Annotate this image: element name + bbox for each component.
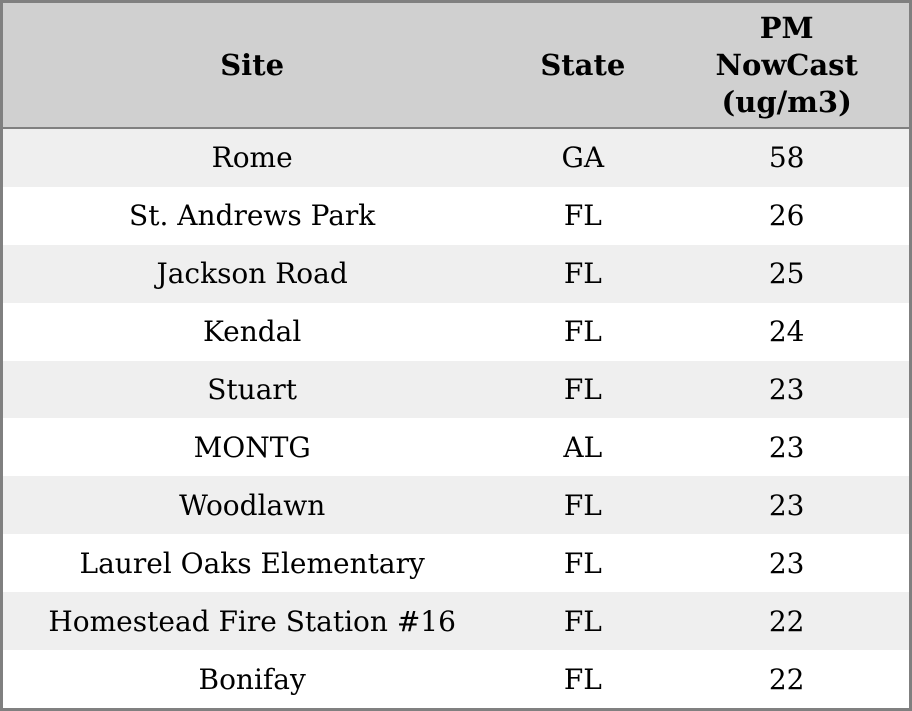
cell-state: AL (563, 430, 603, 464)
cell-pm: 23 (768, 546, 805, 580)
cell-state: FL (563, 373, 602, 407)
cell-pm: 24 (768, 315, 805, 349)
cell-site: St. Andrews Park (129, 199, 376, 233)
cell-state: FL (563, 199, 602, 233)
cell-site: Jackson Road (156, 257, 348, 291)
cell-site: Bonifay (198, 662, 306, 696)
cell-pm: 23 (768, 373, 805, 407)
table-row: Laurel Oaks Elementary FL 23 (3, 534, 909, 593)
column-header-pm-nowcast: PM NowCast (ug/m3) (664, 3, 909, 129)
column-header-pm-nowcast-label: PM NowCast (ug/m3) (715, 10, 858, 119)
cell-site: Laurel Oaks Elementary (79, 546, 425, 580)
column-header-state: State (501, 3, 665, 129)
table-row: Kendal FL 24 (3, 302, 909, 361)
table-row: Jackson Road FL 25 (3, 244, 909, 303)
cell-site: MONTG (193, 430, 311, 464)
cell-site: Stuart (207, 373, 298, 407)
cell-pm: 23 (768, 488, 805, 522)
cell-pm: 58 (768, 141, 805, 175)
pm-nowcast-table: Site State PM NowCast (ug/m3) Rome GA 58 St… (3, 3, 909, 708)
cell-state: FL (563, 257, 602, 291)
cell-state: FL (563, 315, 602, 349)
table-row: Woodlawn FL 23 (3, 476, 909, 535)
cell-state: FL (563, 662, 602, 696)
table-body: Rome GA 58 St. Andrews Park FL 26 Jackson Road… (3, 128, 909, 708)
cell-pm: 22 (768, 662, 805, 696)
table-row: Bonifay FL 22 (3, 650, 909, 708)
table-row: St. Andrews Park FL 26 (3, 186, 909, 245)
cell-state: FL (563, 488, 602, 522)
cell-pm: 22 (768, 604, 805, 638)
table-header-row: Site State PM NowCast (ug/m3) (3, 3, 909, 129)
column-header-site: Site (3, 3, 502, 129)
cell-state: FL (563, 604, 602, 638)
cell-pm: 25 (768, 257, 805, 291)
table-row: Stuart FL 23 (3, 360, 909, 419)
cell-site: Woodlawn (179, 488, 326, 522)
cell-site: Kendal (202, 315, 302, 349)
table-row: Homestead Fire Station #16 FL 22 (3, 592, 909, 651)
cell-site: Homestead Fire Station #16 (48, 604, 456, 638)
cell-pm: 26 (768, 199, 805, 233)
table-row: MONTG AL 23 (3, 418, 909, 477)
cell-state: FL (563, 546, 602, 580)
table-header: Site State PM NowCast (ug/m3) (3, 3, 909, 129)
table-row: Rome GA 58 (3, 128, 909, 187)
cell-site: Rome (211, 141, 293, 175)
cell-state: GA (561, 141, 605, 175)
cell-pm: 23 (768, 430, 805, 464)
